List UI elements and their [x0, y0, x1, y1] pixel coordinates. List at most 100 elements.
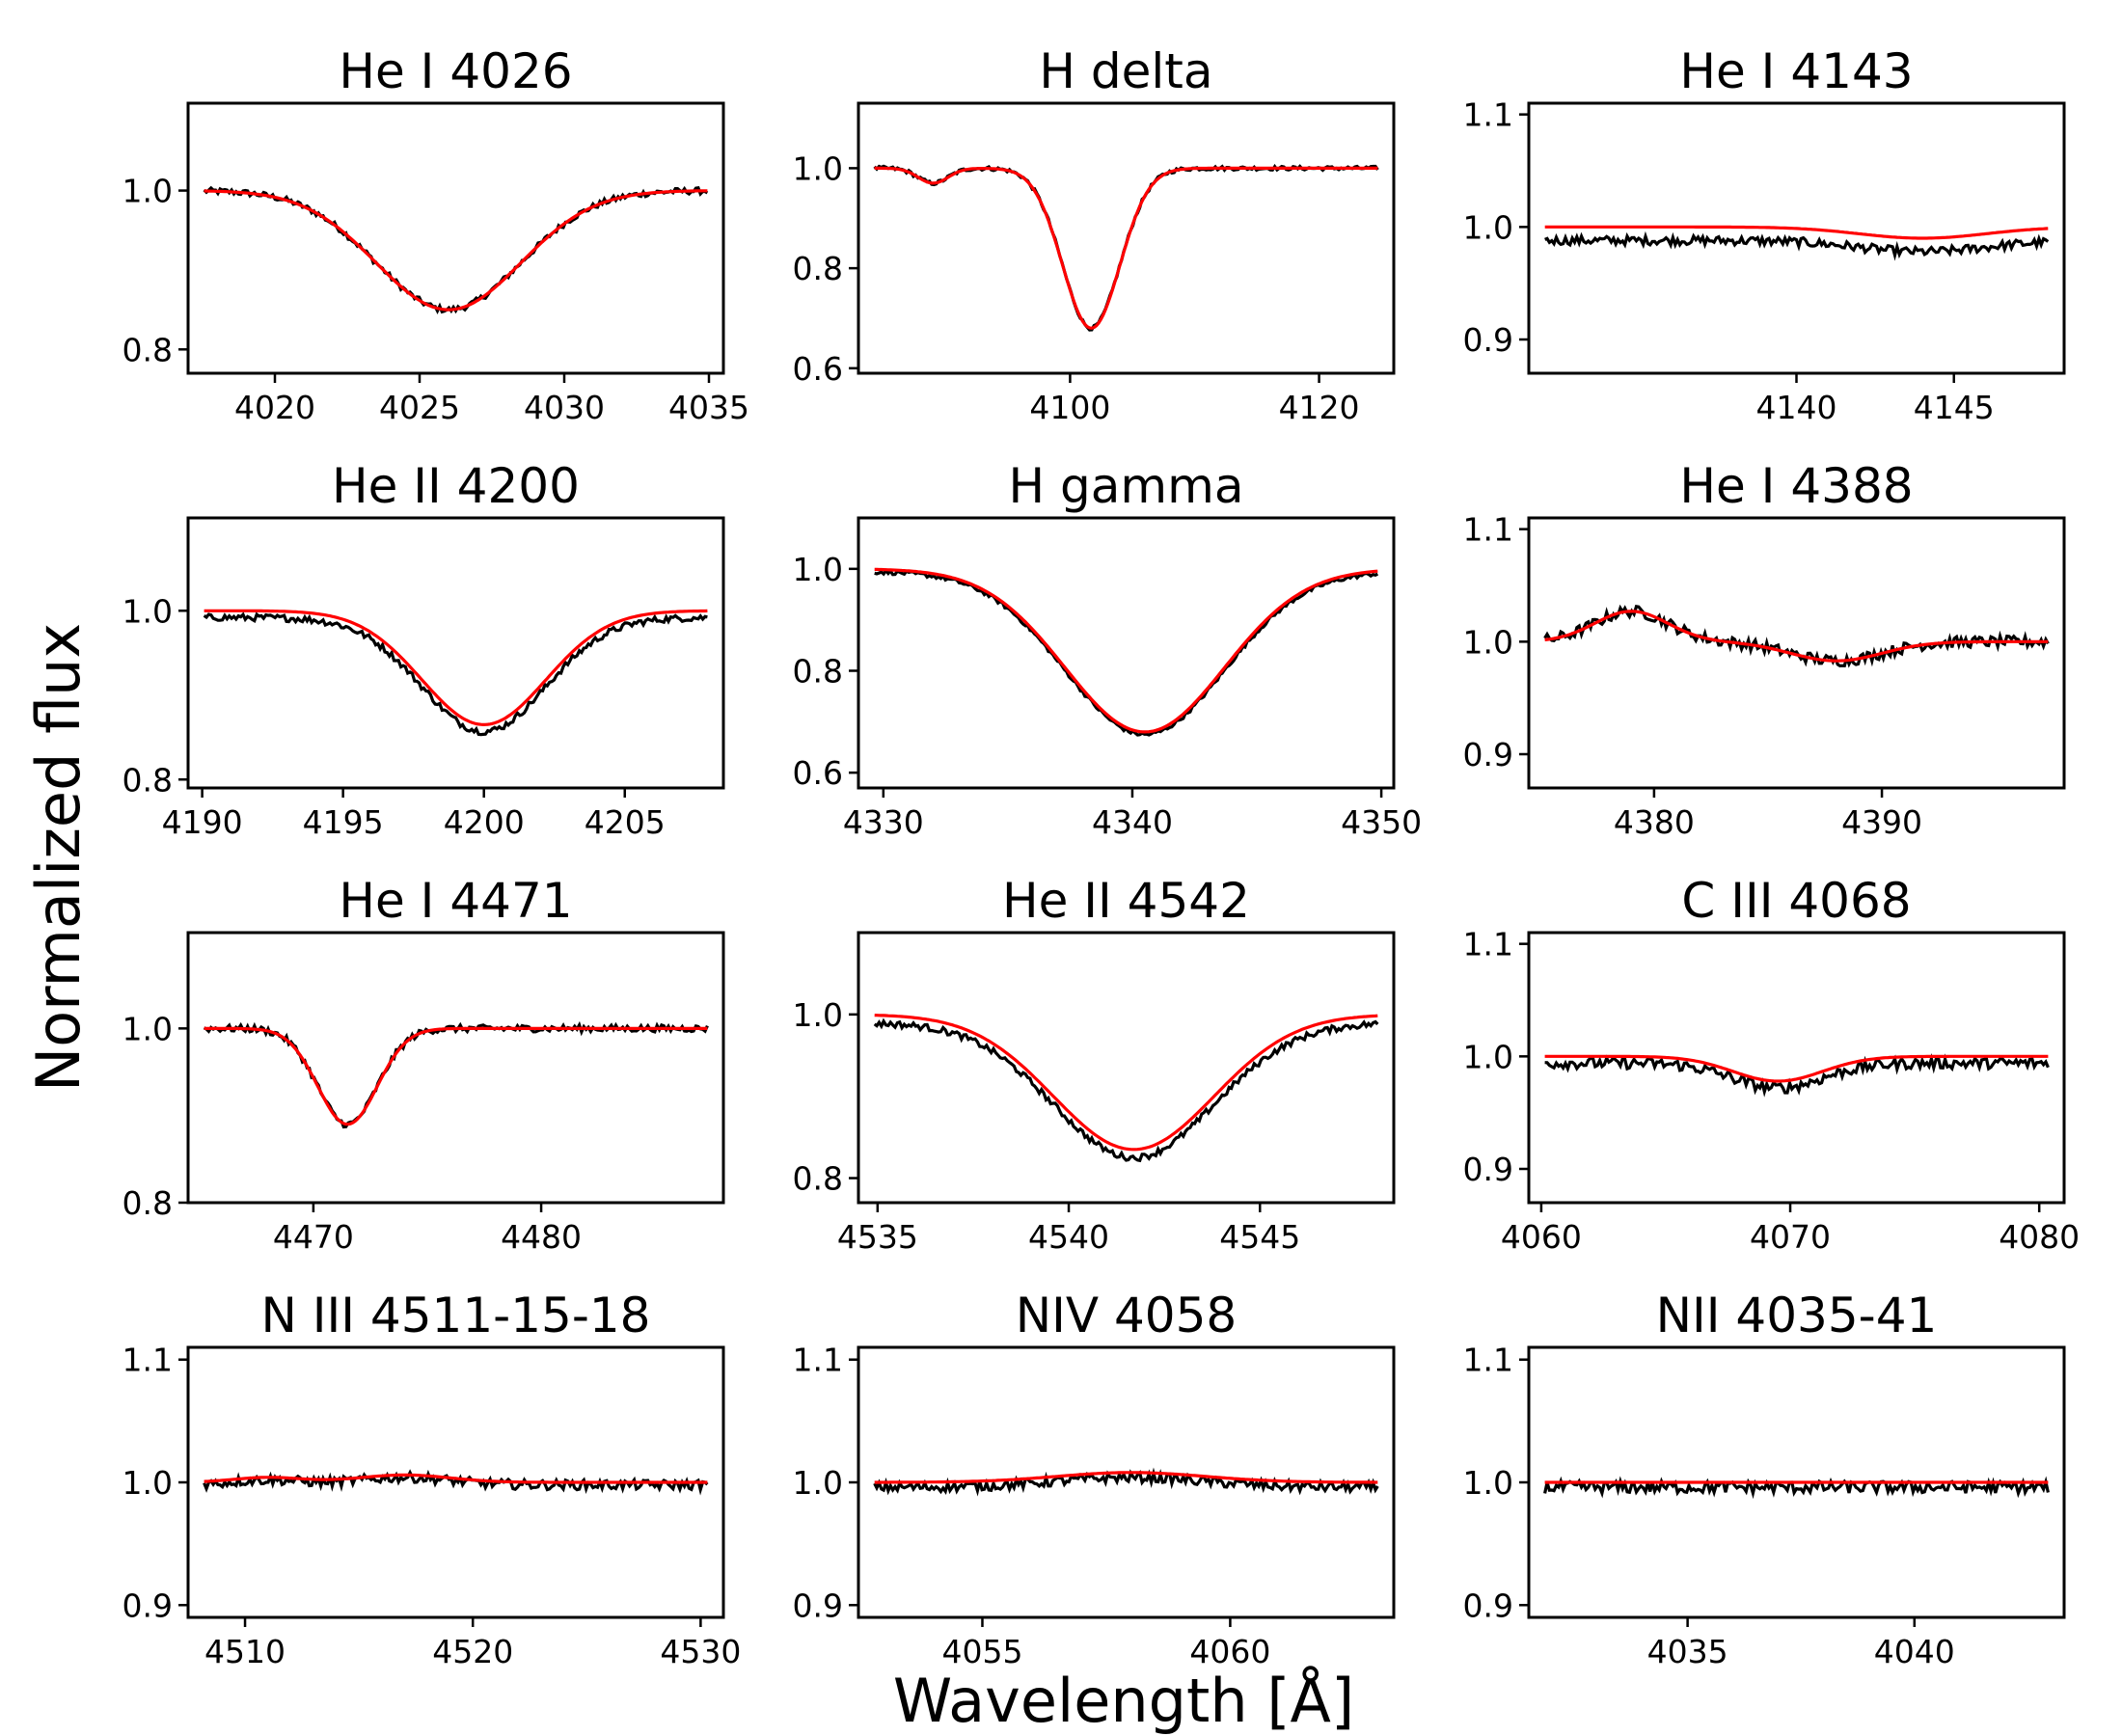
- x-tick-label: 4060: [1189, 1633, 1270, 1670]
- panel-grid: He I 4026 4020 4025 4030 4035 0.8 1.0 H delta 41…: [122, 43, 2081, 1670]
- panel-title: He I 4143: [1679, 43, 1913, 99]
- model-fit-line: [204, 609, 708, 727]
- panel-title: N III 4511-15-18: [260, 1288, 650, 1343]
- y-tick-label: 0.8: [122, 331, 173, 368]
- axes-frame: [186, 516, 725, 790]
- y-tick-label: 0.8: [793, 250, 843, 287]
- panel-title: C III 4068: [1681, 873, 1911, 929]
- y-tick-label: 1.1: [1463, 926, 1513, 963]
- panel-title: H gamma: [1009, 458, 1244, 514]
- observed-spectrum-line: [1544, 1053, 2050, 1098]
- x-tick-label: 4380: [1614, 803, 1695, 841]
- model-fit-line: [204, 189, 708, 312]
- model-fit-line: [1544, 225, 2049, 240]
- panel-title: He I 4388: [1679, 458, 1913, 514]
- panel-5: H gamma 4330 4340 4350 0.6 0.8 1.0: [793, 458, 1423, 841]
- x-tick-label: 4535: [837, 1218, 918, 1256]
- x-tick-label: 4540: [1028, 1218, 1109, 1256]
- axes-frame: [1527, 516, 2066, 790]
- x-tick-label: 4035: [1647, 1633, 1728, 1670]
- y-tick-label: 1.0: [122, 1464, 173, 1502]
- y-tick-label: 0.9: [1463, 1587, 1513, 1624]
- x-tick-label: 4510: [204, 1633, 286, 1670]
- panel-10: N III 4511-15-18 4510 4520 4530 0.9 1.0 1.1: [122, 1288, 742, 1670]
- y-tick-label: 0.8: [122, 761, 173, 799]
- panel-4: He II 4200 4190 4195 4200 4205 0.8 1.0: [122, 458, 725, 841]
- x-tick-label: 4120: [1279, 389, 1360, 426]
- model-fit-line: [874, 567, 1378, 734]
- y-tick-label: 0.9: [793, 1587, 843, 1624]
- y-tick-label: 1.0: [1463, 1464, 1513, 1502]
- panel-title: He II 4200: [332, 458, 580, 514]
- x-tick-label: 4545: [1219, 1218, 1300, 1256]
- y-tick-label: 1.0: [122, 1010, 173, 1047]
- y-tick-label: 1.1: [1463, 1342, 1513, 1379]
- x-tick-label: 4350: [1341, 803, 1422, 841]
- panel-title: NII 4035-41: [1656, 1288, 1938, 1343]
- y-tick-label: 1.1: [1463, 96, 1513, 134]
- x-tick-label: 4200: [444, 803, 525, 841]
- y-tick-label: 1.0: [122, 173, 173, 210]
- panel-title: NIV 4058: [1016, 1288, 1238, 1343]
- x-tick-label: 4520: [432, 1633, 513, 1670]
- y-tick-label: 1.0: [122, 592, 173, 630]
- x-tick-label: 4035: [668, 389, 749, 426]
- model-fit-line: [1544, 610, 2049, 663]
- model-fit-line: [874, 1014, 1378, 1152]
- x-tick-label: 4330: [843, 803, 924, 841]
- y-tick-label: 1.0: [793, 996, 843, 1034]
- x-tick-label: 4390: [1841, 803, 1922, 841]
- x-tick-label: 4030: [524, 389, 605, 426]
- x-tick-label: 4070: [1750, 1218, 1831, 1256]
- y-tick-label: 0.9: [1463, 736, 1513, 773]
- panel-title: He II 4542: [1002, 873, 1250, 929]
- y-tick-label: 1.0: [793, 1464, 843, 1502]
- x-tick-label: 4530: [660, 1633, 741, 1670]
- model-fit-line: [874, 166, 1378, 330]
- panel-8: He II 4542 4535 4540 4545 0.8 1.0: [793, 873, 1396, 1256]
- x-tick-label: 4470: [273, 1218, 354, 1256]
- x-tick-label: 4080: [1999, 1218, 2080, 1256]
- model-fit-line: [204, 1026, 708, 1126]
- x-axis-label: Wavelength [Å]: [893, 1666, 1354, 1736]
- axes-frame: [857, 931, 1396, 1205]
- y-tick-label: 1.0: [1463, 1038, 1513, 1075]
- panel-3: He I 4143 4140 4145 0.9 1.0 1.1: [1463, 43, 2066, 426]
- panel-2: H delta 4100 4120 0.6 0.8 1.0: [793, 43, 1396, 426]
- observed-spectrum-line: [1544, 231, 2050, 261]
- y-tick-label: 0.6: [793, 350, 843, 388]
- y-tick-label: 1.0: [793, 149, 843, 187]
- model-fit-line: [204, 1473, 708, 1484]
- panel-9: C III 4068 4060 4070 4080 0.9 1.0 1.1: [1463, 873, 2081, 1256]
- y-tick-label: 0.6: [793, 754, 843, 792]
- axes-frame: [857, 516, 1396, 790]
- axes-frame: [1527, 931, 2066, 1205]
- x-tick-label: 4145: [1914, 389, 1995, 426]
- x-tick-label: 4040: [1874, 1633, 1955, 1670]
- x-tick-label: 4340: [1092, 803, 1173, 841]
- y-tick-label: 1.0: [1463, 208, 1513, 246]
- panel-12: NII 4035-41 4035 4040 0.9 1.0 1.1: [1463, 1288, 2066, 1670]
- axes-frame: [857, 101, 1396, 375]
- panel-11: NIV 4058 4055 4060 0.9 1.0 1.1: [793, 1288, 1396, 1670]
- x-tick-label: 4205: [585, 803, 666, 841]
- panel-1: He I 4026 4020 4025 4030 4035 0.8 1.0: [122, 43, 749, 426]
- observed-spectrum-line: [873, 1467, 1379, 1497]
- x-tick-label: 4020: [234, 389, 315, 426]
- x-tick-label: 4190: [162, 803, 243, 841]
- y-tick-label: 1.1: [793, 1342, 843, 1379]
- x-tick-label: 4060: [1501, 1218, 1582, 1256]
- panel-7: He I 4471 4470 4480 0.8 1.0: [122, 873, 725, 1256]
- observed-spectrum-line: [1543, 1476, 2050, 1500]
- x-tick-label: 4025: [379, 389, 460, 426]
- y-tick-label: 0.8: [793, 1160, 843, 1198]
- model-fit-line: [1544, 1054, 2049, 1083]
- panel-6: He I 4388 4380 4390 0.9 1.0 1.1: [1463, 458, 2066, 841]
- y-tick-label: 1.1: [122, 1342, 173, 1379]
- y-tick-label: 0.8: [122, 1184, 173, 1222]
- panel-title: He I 4026: [339, 43, 572, 99]
- x-tick-label: 4195: [303, 803, 384, 841]
- observed-spectrum-line: [874, 568, 1379, 737]
- panel-title: He I 4471: [339, 873, 572, 929]
